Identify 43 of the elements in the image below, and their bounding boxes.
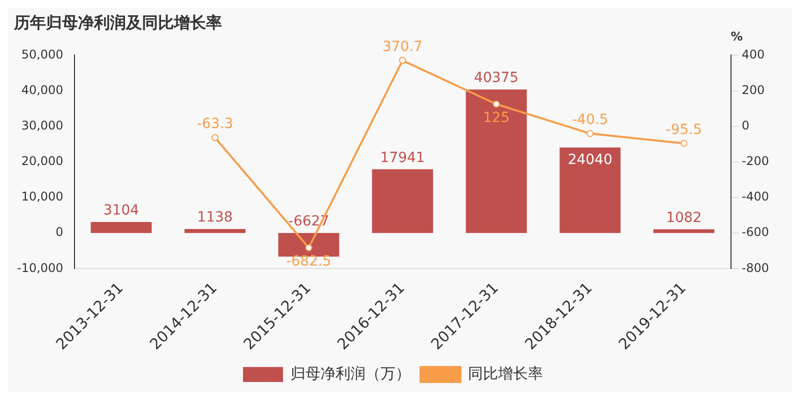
bar — [653, 229, 714, 234]
data-label: -95.5 — [666, 122, 702, 138]
bar — [278, 233, 340, 257]
data-label: 370.7 — [382, 39, 423, 56]
data-label: -682.5 — [286, 253, 332, 270]
data-label: 24040 — [568, 152, 612, 168]
y-tick-label: 30,000 — [21, 118, 64, 132]
data-label: 1082 — [666, 210, 702, 226]
data-label: 40375 — [474, 70, 519, 86]
bar — [90, 222, 152, 234]
point — [305, 244, 312, 252]
y2-tick-label: 200 — [742, 82, 765, 97]
y2-axis-title: % — [730, 29, 743, 44]
point — [399, 56, 406, 64]
y2-tick-label: -600 — [742, 225, 769, 240]
y-tick-label: 20,000 — [21, 154, 64, 168]
data-label: 17941 — [380, 150, 425, 166]
legend-label: 归母净利润（万） — [290, 364, 410, 382]
data-label: -63.3 — [196, 116, 234, 132]
data-label: 3104 — [103, 202, 140, 219]
chart-title: 历年归母净利润及同比增长率 — [13, 12, 222, 32]
y-tick-label: 40,000 — [21, 82, 64, 97]
y2-tick-label: -200 — [742, 154, 769, 168]
bar — [466, 89, 527, 234]
legend-label: 同比增长率 — [468, 364, 543, 382]
bar — [184, 229, 246, 234]
y2-tick-label: -400 — [742, 190, 769, 204]
data-label: 1138 — [197, 210, 233, 226]
y2-tick-label: 400 — [742, 47, 765, 62]
y-tick-label: 10,000 — [21, 190, 64, 204]
point — [586, 130, 594, 138]
y-tick-label: 50,000 — [21, 47, 64, 62]
y-tick-label: -10,000 — [16, 260, 64, 275]
y2-tick-label: -800 — [742, 260, 769, 275]
data-label: 125 — [482, 110, 510, 126]
point — [680, 140, 688, 147]
bar — [560, 148, 621, 234]
data-label: -40.5 — [572, 112, 608, 128]
point — [492, 100, 500, 108]
bar — [372, 169, 434, 234]
y2-tick-label: 0 — [742, 118, 750, 132]
y-tick-label: 0 — [56, 225, 64, 240]
point — [211, 134, 218, 142]
